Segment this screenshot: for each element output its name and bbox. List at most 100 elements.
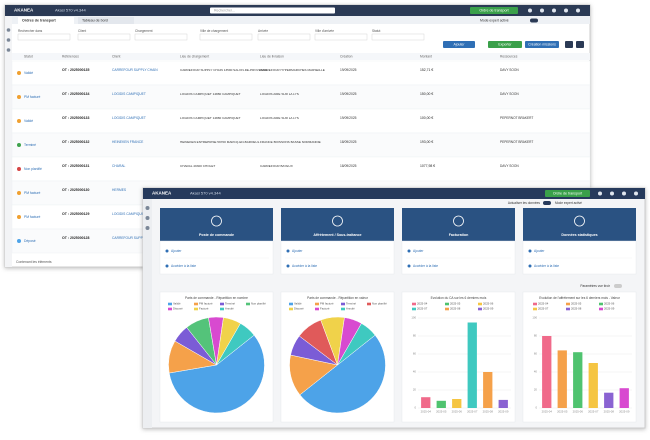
legend-label[interactable]: 2025-05 [450, 302, 461, 306]
legend-label[interactable]: Déposé [173, 307, 183, 311]
refresh-toggle[interactable] [543, 201, 551, 205]
add-link[interactable]: Ajouter [292, 249, 303, 253]
legend-label[interactable]: 2025-06 [483, 302, 494, 306]
client-name[interactable]: LOGIDIS CAMPIQUET [112, 116, 146, 120]
order-button[interactable] [545, 190, 590, 197]
tile-title[interactable]: Affrètement / Sous-traitance [313, 233, 361, 237]
tab[interactable] [78, 17, 134, 24]
legend-label[interactable]: 2025-08 [571, 307, 582, 311]
expert-toggle[interactable] [530, 18, 538, 23]
list-link[interactable]: Accéder à la liste [413, 264, 438, 268]
tile-header[interactable] [523, 208, 636, 241]
table-row[interactable] [11, 132, 591, 158]
client-name[interactable]: HERMES [112, 188, 127, 192]
ot-reference[interactable]: OT : 2025000133 [62, 116, 89, 120]
list-link[interactable]: Accéder à la liste [292, 264, 317, 268]
order-button[interactable] [470, 7, 518, 14]
action-button[interactable] [525, 41, 559, 48]
tile-title[interactable]: Facturation [449, 233, 469, 237]
legend-label[interactable]: Validé [294, 302, 302, 306]
action-button[interactable] [488, 41, 522, 48]
add-link[interactable]: Ajouter [413, 249, 424, 253]
client-name[interactable]: LOGIDIS CAMPIQUET [112, 92, 146, 96]
legend-label[interactable]: 2025-08 [450, 307, 461, 311]
list-link[interactable]: Accéder à la liste [171, 264, 196, 268]
tile-title[interactable]: Poste de commande [199, 233, 234, 237]
y-tick-label: 100 [411, 316, 416, 320]
tab[interactable] [18, 17, 74, 24]
filter-input[interactable] [17, 33, 71, 41]
tile-header[interactable] [402, 208, 515, 241]
table-row[interactable] [11, 60, 591, 86]
ot-reference[interactable]: OT : 2025000128 [62, 236, 89, 240]
legend-label[interactable]: 2025-06 [604, 302, 615, 306]
ot-reference[interactable]: OT : 2025000135 [62, 68, 89, 72]
ot-reference[interactable]: OT : 2025000134 [62, 92, 89, 96]
client-name[interactable]: CARREFOUR SUPPLY CHAIN [112, 236, 158, 240]
legend-label[interactable]: 2025-07 [538, 307, 549, 311]
order-button-label[interactable]: Ordre de transport [553, 191, 582, 195]
legend-swatch [533, 307, 537, 311]
filter-input[interactable] [134, 33, 188, 41]
legend-label[interactable]: 2025-07 [417, 307, 428, 311]
ot-reference[interactable]: OT : 2025000132 [62, 140, 89, 144]
legend-label[interactable]: 2025-09 [604, 307, 615, 311]
add-link[interactable]: Ajouter [534, 249, 545, 253]
legend-label[interactable]: Terminé [225, 302, 235, 306]
order-button-label[interactable]: Ordre de transport [479, 8, 508, 12]
toolbar-icon [610, 191, 614, 196]
tab-label[interactable]: Tableau de bord [82, 19, 108, 23]
ot-reference[interactable]: OT : 2025000131 [62, 164, 89, 168]
ot-reference[interactable]: OT : 2025000129 [62, 212, 89, 216]
legend-label[interactable]: PM facturé [320, 302, 334, 306]
column-header: Lieu de chargement [180, 55, 209, 59]
amount: 152,71 € [420, 68, 433, 72]
filter-input[interactable] [371, 33, 425, 41]
legend-label[interactable]: 2025-09 [483, 307, 494, 311]
add-link[interactable]: Ajouter [171, 249, 182, 253]
legend-label[interactable]: 2025-04 [538, 302, 549, 306]
client-name[interactable]: LOGIDIS CAMPIQUET [112, 212, 146, 216]
list-link[interactable]: Accéder à la liste [534, 264, 559, 268]
client-name[interactable]: CHARAL [112, 164, 126, 168]
client-name[interactable]: CARREFOUR SUPPLY CHAIN [112, 68, 158, 72]
icon-button[interactable] [576, 41, 584, 48]
table-row[interactable] [11, 84, 591, 110]
search-box[interactable] [210, 7, 335, 14]
filter-input[interactable] [199, 33, 253, 41]
legend-label[interactable]: 2025-04 [417, 302, 428, 306]
legend-label[interactable]: Facturé [320, 307, 330, 311]
action-button[interactable] [443, 41, 475, 48]
filter-input[interactable] [314, 33, 368, 41]
client-name[interactable]: HEINEKEN FRANCE [112, 140, 144, 144]
tile-header[interactable] [281, 208, 394, 241]
legend-swatch [341, 302, 345, 306]
action-button-label[interactable]: Création missions [528, 43, 556, 47]
table-row[interactable] [11, 156, 591, 182]
tab-label[interactable]: Ordres de transport [22, 19, 57, 23]
table-row[interactable] [11, 108, 591, 134]
x-tick-label: 2025-04 [421, 410, 432, 414]
legend-label[interactable]: Validé [173, 302, 181, 306]
legend-label[interactable]: PM facturé [199, 302, 213, 306]
legend-label[interactable]: Annulé [346, 307, 355, 311]
action-button-label[interactable]: Exporter [498, 43, 512, 47]
sidebar-icon [6, 28, 11, 32]
tile-header[interactable] [160, 208, 273, 241]
bar [588, 363, 598, 408]
ot-reference[interactable]: OT : 2025000130 [62, 188, 89, 192]
filter-input[interactable] [257, 33, 311, 41]
legend-label[interactable]: Non planifié [372, 302, 387, 306]
legend-label[interactable]: Annulé [225, 307, 234, 311]
tile-body [401, 240, 516, 275]
legend-label[interactable]: 2025-05 [571, 302, 582, 306]
legend-label[interactable]: Facturé [199, 307, 209, 311]
legend-label[interactable]: Terminé [346, 302, 356, 306]
filter-input[interactable] [77, 33, 131, 41]
action-button-label[interactable]: Ajouter [453, 43, 465, 47]
tile-title[interactable]: Données statistiques [561, 233, 597, 237]
legend-label[interactable]: Déposé [294, 307, 304, 311]
icon-button[interactable] [565, 41, 573, 48]
legend-label[interactable]: Non planifié [251, 302, 266, 306]
view-toggle[interactable] [614, 284, 622, 288]
